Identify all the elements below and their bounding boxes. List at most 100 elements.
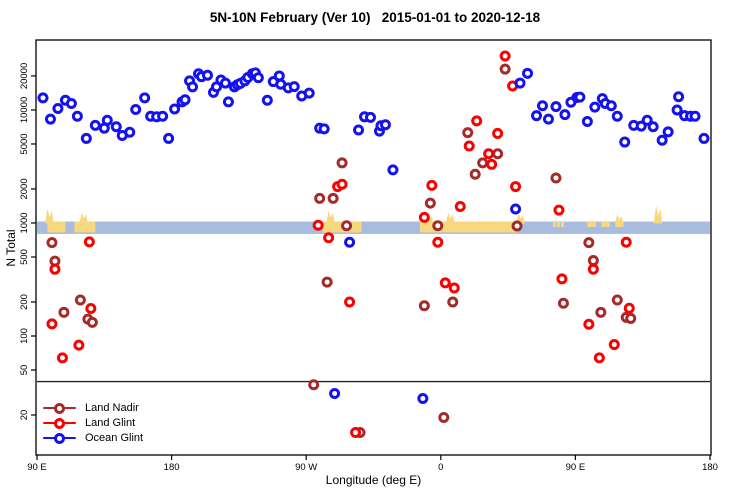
data-point-ocean-glint bbox=[318, 123, 330, 135]
data-point-ocean-glint bbox=[619, 136, 631, 148]
data-point-land-nadir bbox=[583, 237, 595, 249]
data-point-ocean-glint bbox=[514, 77, 526, 89]
yellow-segment bbox=[47, 221, 66, 233]
data-point-ocean-glint bbox=[647, 121, 659, 133]
legend-item-land-glint: Land Glint bbox=[43, 416, 143, 430]
legend: Land Nadir Land Glint Ocean Glint bbox=[43, 401, 143, 445]
land-glint-marker-icon bbox=[43, 417, 76, 429]
y-tick-label: 10000 bbox=[19, 97, 30, 123]
data-point-land-nadir bbox=[625, 312, 637, 324]
data-point-ocean-glint bbox=[273, 70, 285, 82]
data-point-ocean-glint bbox=[89, 119, 101, 131]
data-point-land-nadir bbox=[595, 306, 607, 318]
data-point-land-nadir bbox=[477, 157, 489, 169]
legend-label: Land Glint bbox=[85, 417, 136, 429]
data-point-land-glint bbox=[620, 236, 632, 248]
data-point-land-nadir bbox=[308, 379, 320, 391]
data-point-ocean-glint bbox=[536, 100, 548, 112]
data-point-ocean-glint bbox=[80, 132, 92, 144]
data-point-ocean-glint bbox=[641, 114, 653, 126]
yellow-speckle bbox=[552, 222, 556, 228]
data-point-land-glint bbox=[344, 296, 356, 308]
data-point-land-glint bbox=[83, 236, 95, 248]
chart-title: 5N-10N February (Ver 10) 2015-01-01 to 2… bbox=[209, 10, 541, 25]
legend-label: Land Nadir bbox=[85, 402, 139, 414]
data-point-land-glint bbox=[312, 219, 324, 231]
data-point-land-nadir bbox=[424, 197, 436, 209]
data-point-ocean-glint bbox=[417, 392, 429, 404]
data-point-ocean-glint bbox=[611, 110, 623, 122]
data-point-land-glint bbox=[454, 200, 466, 212]
data-point-land-glint bbox=[432, 236, 444, 248]
yellow-segment bbox=[419, 221, 518, 233]
yellow-wisp bbox=[445, 212, 455, 224]
y-tick-label: 5000 bbox=[19, 133, 30, 154]
x-tick-label: 90 E bbox=[27, 462, 47, 473]
data-point-land-nadir bbox=[511, 220, 523, 232]
yellow-wisp bbox=[653, 205, 663, 224]
data-point-land-nadir bbox=[447, 296, 459, 308]
data-point-ocean-glint bbox=[261, 94, 273, 106]
data-point-land-glint bbox=[336, 178, 348, 190]
y-tick-label: 20 bbox=[19, 410, 30, 421]
data-point-ocean-glint bbox=[130, 103, 142, 115]
data-point-land-glint bbox=[46, 318, 58, 330]
data-point-land-glint bbox=[593, 352, 605, 364]
yellow-wisp bbox=[79, 212, 88, 224]
data-point-ocean-glint bbox=[52, 103, 64, 115]
data-point-land-nadir bbox=[74, 294, 86, 306]
data-point-land-glint bbox=[583, 318, 595, 330]
data-point-ocean-glint bbox=[698, 132, 710, 144]
data-point-land-glint bbox=[499, 50, 511, 62]
plot-border bbox=[35, 39, 712, 456]
data-point-land-nadir bbox=[432, 220, 444, 232]
data-point-ocean-glint bbox=[71, 110, 83, 122]
data-point-land-nadir bbox=[336, 157, 348, 169]
data-point-land-glint bbox=[49, 263, 61, 275]
data-point-land-glint bbox=[483, 148, 495, 160]
data-point-land-glint bbox=[492, 127, 504, 139]
yellow-speckle bbox=[615, 222, 624, 228]
data-point-land-nadir bbox=[550, 172, 562, 184]
data-point-land-glint bbox=[623, 302, 635, 314]
data-point-land-nadir bbox=[499, 63, 511, 75]
data-point-land-nadir bbox=[327, 192, 339, 204]
y-tick-label: 200 bbox=[19, 294, 30, 310]
data-point-ocean-glint bbox=[673, 91, 685, 103]
land-nadir-marker-icon bbox=[43, 402, 76, 414]
x-tick-label: 0 bbox=[438, 462, 443, 473]
data-point-ocean-glint bbox=[344, 236, 356, 248]
data-point-ocean-glint bbox=[303, 87, 315, 99]
x-axis-title: Longitude (deg E) bbox=[325, 473, 422, 487]
data-point-land-nadir bbox=[611, 294, 623, 306]
data-point-ocean-glint bbox=[329, 387, 341, 399]
data-point-ocean-glint bbox=[179, 94, 191, 106]
data-point-land-glint bbox=[73, 339, 85, 351]
data-point-ocean-glint bbox=[288, 81, 300, 93]
data-point-ocean-glint bbox=[662, 126, 674, 138]
highlight-band bbox=[37, 221, 710, 234]
data-point-land-nadir bbox=[557, 297, 569, 309]
y-tick-label: 50 bbox=[19, 365, 30, 376]
x-tick-label: 180 bbox=[164, 462, 180, 473]
yellow-segment bbox=[74, 221, 96, 233]
data-point-land-nadir bbox=[314, 192, 326, 204]
data-point-ocean-glint bbox=[44, 113, 56, 125]
data-point-land-glint bbox=[587, 263, 599, 275]
legend-item-land-nadir: Land Nadir bbox=[43, 401, 143, 415]
yellow-speckle bbox=[556, 222, 560, 228]
data-point-ocean-glint bbox=[656, 134, 668, 146]
data-point-ocean-glint bbox=[522, 67, 534, 79]
yellow-speckle bbox=[587, 222, 596, 228]
yellow-wisp bbox=[44, 208, 54, 224]
legend-item-ocean-glint: Ocean Glint bbox=[43, 431, 143, 445]
data-point-land-glint bbox=[350, 426, 362, 438]
data-point-land-glint bbox=[463, 140, 475, 152]
data-point-land-glint bbox=[556, 273, 568, 285]
data-point-ocean-glint bbox=[559, 109, 571, 121]
data-point-ocean-glint bbox=[671, 104, 683, 116]
y-tick-label: 2000 bbox=[19, 178, 30, 199]
data-point-land-glint bbox=[418, 211, 430, 223]
